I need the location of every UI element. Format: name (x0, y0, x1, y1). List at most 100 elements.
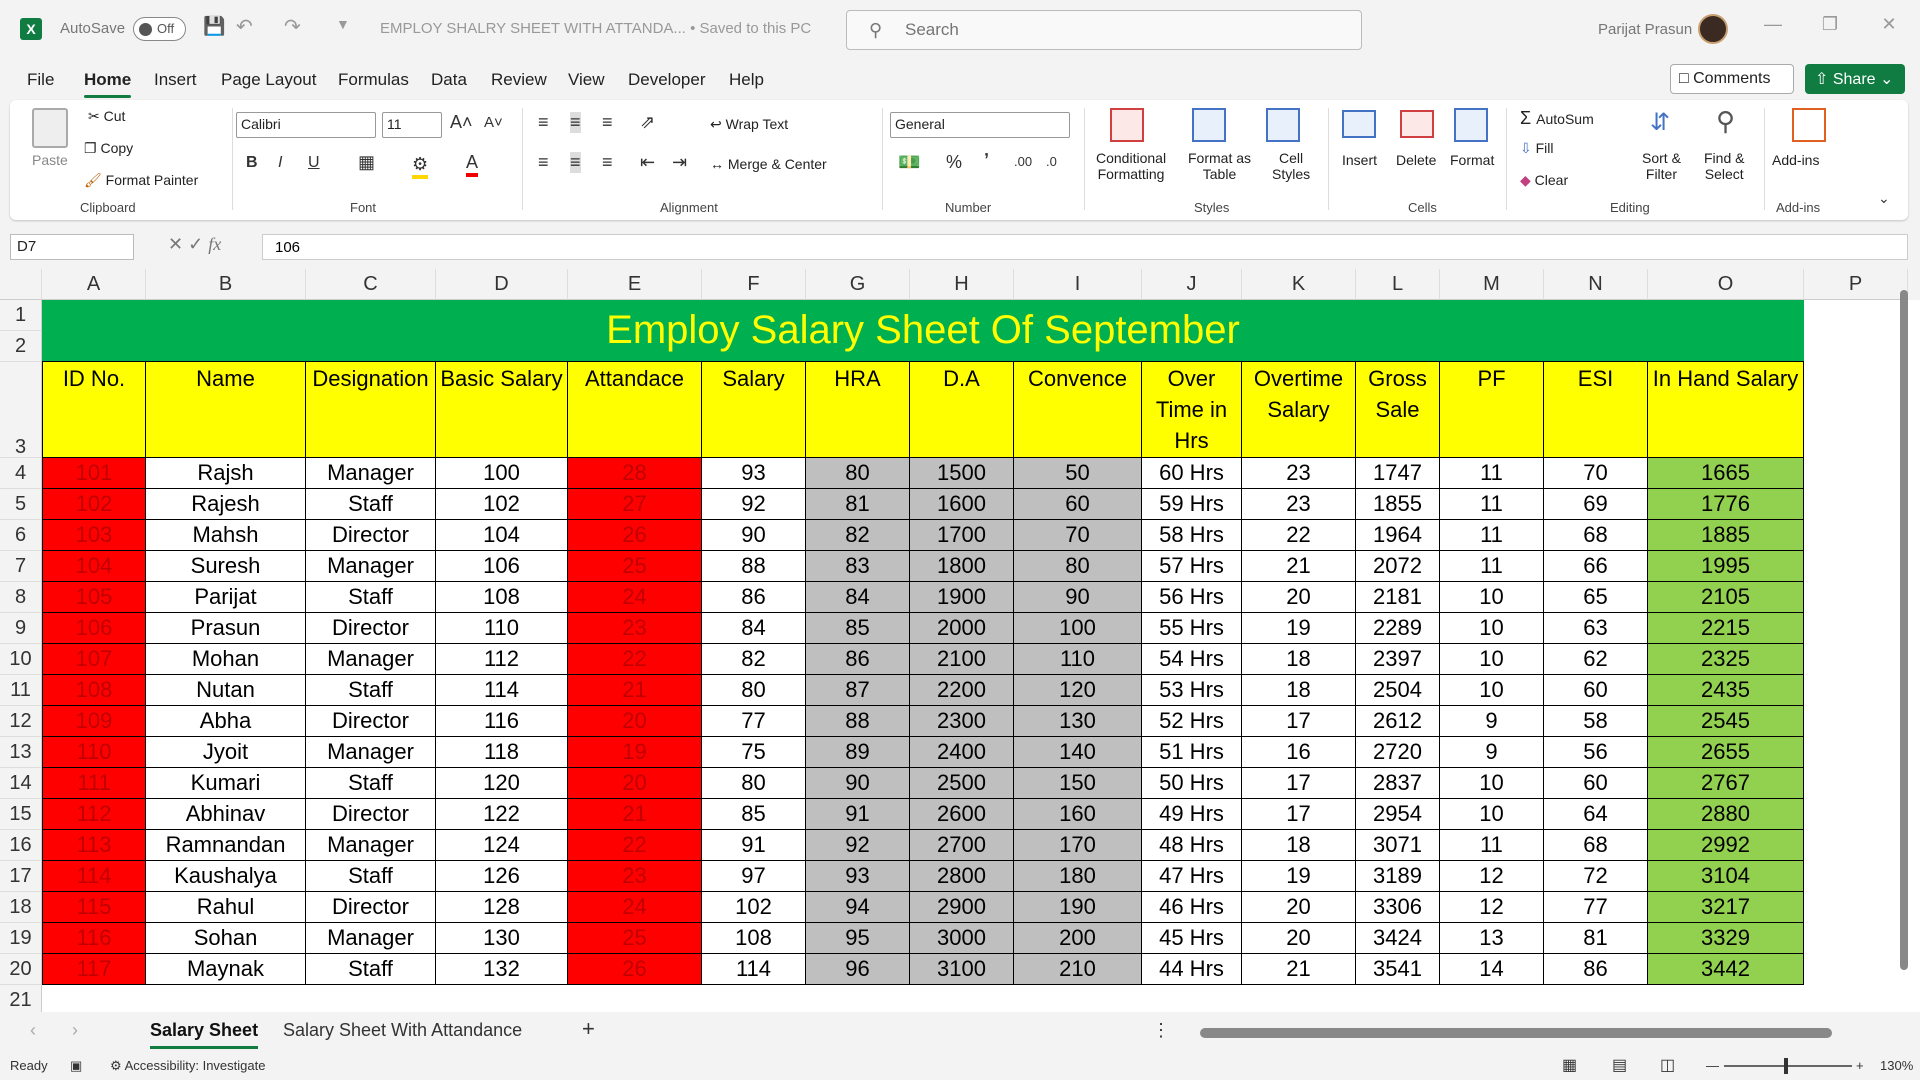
accessibility-status[interactable]: ⚙ Accessibility: Investigate (110, 1058, 265, 1074)
sheet-tab-salary-sheet[interactable]: Salary Sheet (150, 1020, 259, 1049)
table-cell[interactable]: 1964 (1356, 520, 1440, 551)
row-header[interactable]: 18 (0, 892, 42, 923)
table-cell[interactable]: 130 (1014, 706, 1142, 737)
table-cell[interactable]: Director (306, 892, 436, 923)
table-cell[interactable]: 3541 (1356, 954, 1440, 985)
tab-home[interactable]: Home (84, 70, 132, 98)
cancel-icon[interactable]: ✕ (168, 234, 184, 254)
table-cell[interactable]: 108 (702, 923, 806, 954)
table-cell[interactable]: 19 (1242, 613, 1356, 644)
cell-styles-button[interactable]: Cell Styles (1272, 150, 1310, 182)
table-cell[interactable]: 48 Hrs (1142, 830, 1242, 861)
table-cell[interactable]: 95 (806, 923, 910, 954)
table-cell[interactable]: 68 (1544, 520, 1648, 551)
vertical-scrollbar[interactable] (1896, 280, 1914, 1010)
table-cell[interactable]: 56 Hrs (1142, 582, 1242, 613)
increase-indent-icon[interactable]: ⇥ (672, 152, 688, 172)
table-cell[interactable]: 84 (702, 613, 806, 644)
table-cell[interactable]: 91 (702, 830, 806, 861)
bold-icon[interactable]: B (246, 154, 258, 171)
table-cell[interactable]: 52 Hrs (1142, 706, 1242, 737)
horizontal-scrollbar[interactable] (1182, 1028, 1882, 1038)
table-cell[interactable]: 24 (568, 582, 702, 613)
percent-icon[interactable]: % (946, 152, 963, 172)
table-cell[interactable]: 44 Hrs (1142, 954, 1242, 985)
table-cell[interactable]: 100 (1014, 613, 1142, 644)
table-cell[interactable]: 3424 (1356, 923, 1440, 954)
add-sheet-icon[interactable]: + (582, 1016, 595, 1041)
table-cell[interactable]: 2600 (910, 799, 1014, 830)
table-cell[interactable]: Rahul (146, 892, 306, 923)
enter-icon[interactable]: ✓ (188, 234, 204, 254)
table-cell[interactable]: 90 (702, 520, 806, 551)
merge-center-button[interactable]: ↔ Merge & Center (710, 156, 827, 172)
column-title-cell[interactable]: D.A (910, 362, 1014, 458)
next-sheet-icon[interactable]: › (72, 1020, 78, 1040)
table-cell[interactable]: Maynak (146, 954, 306, 985)
table-cell[interactable]: Rajesh (146, 489, 306, 520)
table-cell[interactable]: 68 (1544, 830, 1648, 861)
table-cell[interactable]: 16 (1242, 737, 1356, 768)
table-cell[interactable]: 10 (1440, 644, 1544, 675)
column-title-cell[interactable]: Basic Salary (436, 362, 568, 458)
row-header[interactable]: 7 (0, 551, 42, 582)
table-cell[interactable]: 2181 (1356, 582, 1440, 613)
comma-icon[interactable]: ʼ (984, 150, 990, 170)
column-header[interactable]: K (1242, 269, 1356, 300)
table-cell[interactable]: 22 (1242, 520, 1356, 551)
name-box[interactable]: D7 (10, 234, 134, 260)
table-cell[interactable]: 86 (702, 582, 806, 613)
save-icon[interactable]: 💾 (203, 16, 226, 36)
table-cell[interactable]: 3104 (1648, 861, 1804, 892)
table-cell[interactable]: 80 (1014, 551, 1142, 582)
table-cell[interactable]: 24 (568, 892, 702, 923)
table-cell[interactable]: 21 (568, 799, 702, 830)
table-cell[interactable]: 22 (568, 830, 702, 861)
row-header[interactable]: 14 (0, 768, 42, 799)
table-cell[interactable]: 111 (42, 768, 146, 799)
table-cell[interactable]: 2900 (910, 892, 1014, 923)
share-button[interactable]: ⇧ Share ⌄ (1805, 64, 1905, 94)
table-cell[interactable]: Mohan (146, 644, 306, 675)
table-cell[interactable]: 140 (1014, 737, 1142, 768)
delete-cells-button[interactable]: Delete (1396, 152, 1437, 168)
table-cell[interactable]: 28 (568, 458, 702, 489)
decrease-font-icon[interactable]: A˅ (484, 114, 503, 131)
table-cell[interactable]: 77 (702, 706, 806, 737)
column-title-cell[interactable]: PF (1440, 362, 1544, 458)
table-cell[interactable]: 11 (1440, 551, 1544, 582)
row-header[interactable]: 20 (0, 954, 42, 985)
row-header[interactable]: 4 (0, 458, 42, 489)
column-title-cell[interactable]: Designation (306, 362, 436, 458)
row-header[interactable]: 15 (0, 799, 42, 830)
table-cell[interactable]: 120 (436, 768, 568, 799)
underline-icon[interactable]: U (308, 154, 320, 171)
table-cell[interactable]: 114 (702, 954, 806, 985)
table-cell[interactable]: 14 (1440, 954, 1544, 985)
table-cell[interactable]: Director (306, 706, 436, 737)
table-cell[interactable]: 2992 (1648, 830, 1804, 861)
insert-cells-icon[interactable] (1342, 110, 1376, 138)
table-cell[interactable]: 69 (1544, 489, 1648, 520)
table-cell[interactable]: 117 (42, 954, 146, 985)
column-title-cell[interactable]: In Hand Salary (1648, 362, 1804, 458)
table-cell[interactable]: Prasun (146, 613, 306, 644)
table-cell[interactable]: 130 (436, 923, 568, 954)
increase-font-icon[interactable]: A˄ (450, 112, 473, 132)
table-cell[interactable]: 93 (806, 861, 910, 892)
table-cell[interactable]: 50 (1014, 458, 1142, 489)
table-cell[interactable]: 106 (42, 613, 146, 644)
tab-formulas[interactable]: Formulas (338, 70, 409, 89)
format-cells-button[interactable]: Format (1450, 152, 1495, 168)
table-cell[interactable]: 110 (42, 737, 146, 768)
table-cell[interactable]: 1747 (1356, 458, 1440, 489)
table-cell[interactable]: 107 (42, 644, 146, 675)
table-cell[interactable]: 22 (568, 644, 702, 675)
macro-record-icon[interactable]: ▣ (70, 1058, 83, 1073)
table-cell[interactable]: 110 (436, 613, 568, 644)
align-center-icon[interactable]: ≡ (570, 152, 581, 173)
table-cell[interactable]: 64 (1544, 799, 1648, 830)
table-cell[interactable]: Parijat (146, 582, 306, 613)
table-cell[interactable]: 11 (1440, 458, 1544, 489)
column-title-cell[interactable]: Convence (1014, 362, 1142, 458)
